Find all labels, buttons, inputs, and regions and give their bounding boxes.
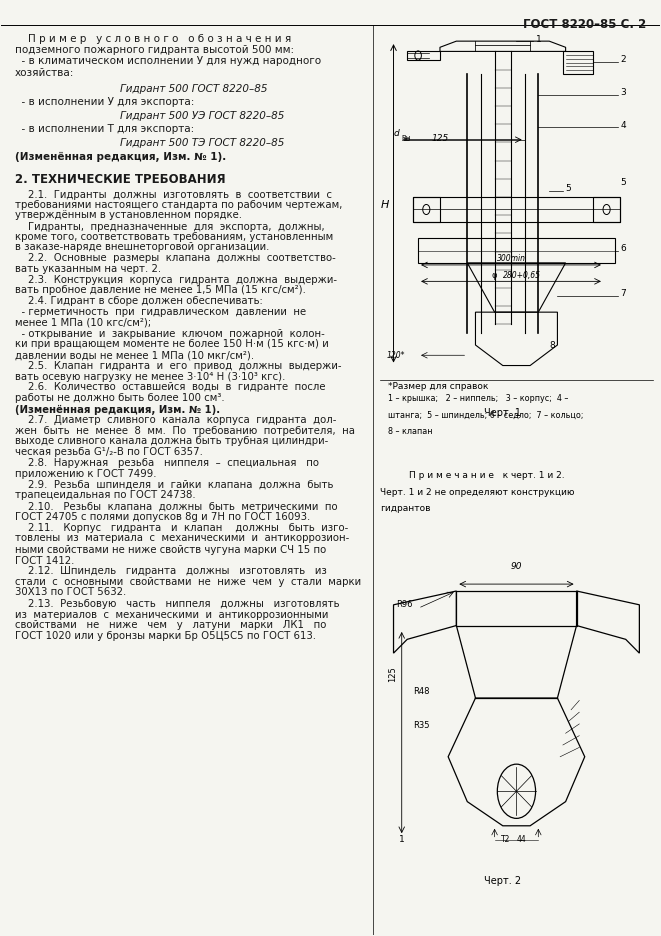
Bar [593, 197, 620, 222]
Text: - в исполнении Т для экспорта:: - в исполнении Т для экспорта: [15, 124, 194, 134]
Text: 2.4. Гидрант в сборе должен обеспечивать:: 2.4. Гидрант в сборе должен обеспечивать… [15, 297, 262, 306]
Text: - открывание  и  закрывание  ключом  пожарной  колон-: - открывание и закрывание ключом пожарно… [15, 329, 325, 339]
Text: 2.6.  Количество  оставшейся  воды  в  гидранте  после: 2.6. Количество оставшейся воды в гидран… [15, 382, 325, 392]
Text: 3: 3 [620, 88, 626, 97]
Text: 2.13.  Резьбовую   часть   ниппеля   должны   изготовлять: 2.13. Резьбовую часть ниппеля должны изг… [15, 599, 339, 608]
Text: 2: 2 [620, 55, 626, 65]
Text: *Размер для справок: *Размер для справок [388, 382, 488, 390]
Text: товлены  из  материала  с  механическими  и  антикоррозион-: товлены из материала с механическими и а… [15, 534, 349, 543]
Text: в заказе-наряде внешнеторговой организации.: в заказе-наряде внешнеторговой организац… [15, 242, 269, 252]
Text: - герметичность  при  гидравлическом  давлении  не: - герметичность при гидравлическом давле… [15, 308, 305, 317]
Text: подземного пожарного гидранта высотой 500 мм:: подземного пожарного гидранта высотой 50… [15, 45, 293, 55]
Text: приложению к ГОСТ 7499.: приложению к ГОСТ 7499. [15, 469, 156, 479]
Text: 120*: 120* [387, 351, 405, 359]
Text: П р и м е р   у с л о в н о г о   о б о з н а ч е н и я: П р и м е р у с л о в н о г о о б о з н … [15, 34, 291, 44]
Text: R96: R96 [396, 600, 412, 609]
Text: ГОСТ 24705 с полями допусков 8g и 7Н по ГОСТ 16093.: ГОСТ 24705 с полями допусков 8g и 7Н по … [15, 512, 310, 522]
Text: кроме того, соответствовать требованиям, установленным: кроме того, соответствовать требованиям,… [15, 232, 332, 241]
Text: вать осевую нагрузку не менее 3·10⁴ Н (3·10³ кгс).: вать осевую нагрузку не менее 3·10⁴ Н (3… [15, 372, 285, 382]
Text: =: = [402, 135, 409, 144]
Text: 4: 4 [620, 121, 626, 130]
Text: жен  быть  не  менее  8  мм.  По  требованию  потребителя,  на: жен быть не менее 8 мм. По требованию по… [15, 426, 354, 436]
Text: 2.10.   Резьбы  клапана  должны  быть  метрическими  по: 2.10. Резьбы клапана должны быть метриче… [15, 502, 337, 512]
Text: 44: 44 [517, 835, 527, 844]
Text: Гидранты,  предназначенные  для  экспорта,  должны,: Гидранты, предназначенные для экспорта, … [15, 222, 324, 231]
Text: 8: 8 [549, 341, 555, 349]
Text: Черт. 1 и 2 не определяют конструкцию: Черт. 1 и 2 не определяют конструкцию [380, 488, 574, 497]
Text: 125: 125 [388, 666, 397, 681]
Text: давлении воды не менее 1 МПа (10 мкг/см²).: давлении воды не менее 1 МПа (10 мкг/см²… [15, 350, 254, 360]
Text: T2: T2 [501, 835, 510, 844]
Text: ки при вращающем моменте не более 150 Н·м (15 кгс·м) и: ки при вращающем моменте не более 150 Н·… [15, 339, 329, 349]
Bar [412, 197, 440, 222]
Text: ГОСТ 8220–85 С. 2: ГОСТ 8220–85 С. 2 [524, 18, 646, 31]
Text: ГОСТ 1412.: ГОСТ 1412. [15, 556, 74, 565]
Text: вать указанным на черт. 2.: вать указанным на черт. 2. [15, 264, 161, 273]
Text: 2.11.   Корпус   гидранта   и  клапан    должны   быть  изго-: 2.11. Корпус гидранта и клапан должны бы… [15, 523, 348, 534]
Text: 125: 125 [432, 134, 449, 143]
Text: (Изменённая редакция, Изм. № 1).: (Изменённая редакция, Изм. № 1). [15, 404, 219, 415]
Text: Гидрант 500 ТЭ ГОСТ 8220–85: Гидрант 500 ТЭ ГОСТ 8220–85 [120, 138, 284, 148]
Bar [418, 239, 615, 263]
Text: стали  с  основными  свойствами  не  ниже  чем  у  стали  марки: стали с основными свойствами не ниже чем… [15, 578, 361, 587]
Text: 2.8.  Наружная   резьба   ниппеля  –  специальная   по: 2.8. Наружная резьба ниппеля – специальн… [15, 458, 319, 468]
Text: (Изменённая редакция, Изм. № 1).: (Изменённая редакция, Изм. № 1). [15, 152, 226, 162]
Text: 2.3.  Конструкция  корпуса  гидранта  должна  выдержи-: 2.3. Конструкция корпуса гидранта должна… [15, 275, 336, 285]
Text: 5: 5 [566, 184, 571, 194]
Text: требованиями настоящего стандарта по рабочим чертежам,: требованиями настоящего стандарта по раб… [15, 200, 342, 211]
Text: свойствами   не   ниже   чем   у   латуни   марки   ЛК1   по: свойствами не ниже чем у латуни марки ЛК… [15, 621, 326, 630]
Text: 1 – крышка;   2 – ниппель;   3 – корпус;  4 –: 1 – крышка; 2 – ниппель; 3 – корпус; 4 – [388, 394, 568, 402]
Bar [412, 197, 620, 222]
Text: 2.5.  Клапан  гидранта  и  его  привод  должны  выдержи-: 2.5. Клапан гидранта и его привод должны… [15, 360, 341, 371]
Text: менее 1 МПа (10 кгс/см²);: менее 1 МПа (10 кгс/см²); [15, 317, 151, 328]
Text: утверждённым в установленном порядке.: утверждённым в установленном порядке. [15, 211, 241, 221]
Text: R35: R35 [412, 721, 429, 730]
Text: 2.7.  Диаметр  сливного  канала  корпуса  гидранта  дол-: 2.7. Диаметр сливного канала корпуса гид… [15, 415, 336, 425]
Bar [563, 51, 593, 74]
Text: H: H [381, 200, 389, 211]
Text: ческая резьба G¹/₂-В по ГОСТ 6357.: ческая резьба G¹/₂-В по ГОСТ 6357. [15, 447, 202, 458]
Text: - в исполнении У для экспорта:: - в исполнении У для экспорта: [15, 96, 194, 107]
Text: 2.9.  Резьба  шпинделя  и  гайки  клапана  должна  быть: 2.9. Резьба шпинделя и гайки клапана дол… [15, 480, 333, 490]
Text: из  материалов  с  механическими  и  антикоррозионными: из материалов с механическими и антикорр… [15, 610, 328, 620]
Text: Гидрант 500 ГОСТ 8220–85: Гидрант 500 ГОСТ 8220–85 [120, 83, 267, 94]
Text: вать пробное давление не менее 1,5 МПа (15 кгс/см²).: вать пробное давление не менее 1,5 МПа (… [15, 285, 305, 295]
Text: штанга;  5 – шпиндель; 6 – седло;  7 – кольцо;: штанга; 5 – шпиндель; 6 – седло; 7 – кол… [388, 411, 584, 419]
Text: 7: 7 [620, 289, 626, 299]
Text: П р и м е ч а н и е   к черт. 1 и 2.: П р и м е ч а н и е к черт. 1 и 2. [409, 471, 565, 480]
Text: 2.1.  Гидранты  должны  изготовлять  в  соответствии  с: 2.1. Гидранты должны изготовлять в соотв… [15, 190, 332, 200]
Text: φ: φ [492, 271, 497, 280]
Text: 1: 1 [535, 35, 541, 44]
Text: ными свойствами не ниже свойств чугуна марки СЧ 15 по: ными свойствами не ниже свойств чугуна м… [15, 545, 326, 554]
Text: 2.12.  Шпиндель   гидранта   должны   изготовлять   из: 2.12. Шпиндель гидранта должны изготовля… [15, 566, 327, 576]
Text: Черт. 1: Черт. 1 [485, 408, 522, 417]
Text: 300min: 300min [496, 255, 525, 263]
Text: Гидрант 500 УЭ ГОСТ 8220–85: Гидрант 500 УЭ ГОСТ 8220–85 [120, 110, 284, 121]
Text: ГОСТ 1020 или у бронзы марки Бр О5Ц5С5 по ГОСТ 613.: ГОСТ 1020 или у бронзы марки Бр О5Ц5С5 п… [15, 631, 315, 641]
Text: 2.2.  Основные  размеры  клапана  должны  соответство-: 2.2. Основные размеры клапана должны соо… [15, 254, 335, 263]
Text: работы не должно быть более 100 см³.: работы не должно быть более 100 см³. [15, 393, 224, 403]
Text: 8 – клапан: 8 – клапан [388, 428, 432, 436]
Text: выходе сливного канала должна быть трубная цилиндри-: выходе сливного канала должна быть трубн… [15, 436, 328, 446]
Text: 5: 5 [620, 178, 626, 187]
Text: 2. ТЕХНИЧЕСКИЕ ТРЕБОВАНИЯ: 2. ТЕХНИЧЕСКИЕ ТРЕБОВАНИЯ [15, 173, 225, 186]
Text: d: d [393, 129, 399, 138]
Text: 6: 6 [620, 244, 626, 253]
Text: 30Х13 по ГОСТ 5632.: 30Х13 по ГОСТ 5632. [15, 588, 126, 597]
Text: трапецеидальная по ГОСТ 24738.: трапецеидальная по ГОСТ 24738. [15, 490, 195, 501]
Text: Вн: Вн [401, 135, 410, 140]
Text: 90: 90 [511, 563, 522, 571]
Text: R48: R48 [412, 687, 429, 695]
Text: 280+0,65: 280+0,65 [503, 271, 541, 280]
Text: - в климатическом исполнении У для нужд народного: - в климатическом исполнении У для нужд … [15, 56, 321, 66]
Text: гидрантов: гидрантов [380, 505, 430, 513]
Text: 1: 1 [399, 835, 405, 844]
Text: Черт. 2: Черт. 2 [485, 876, 522, 886]
Text: хозяйства:: хозяйства: [15, 67, 74, 78]
